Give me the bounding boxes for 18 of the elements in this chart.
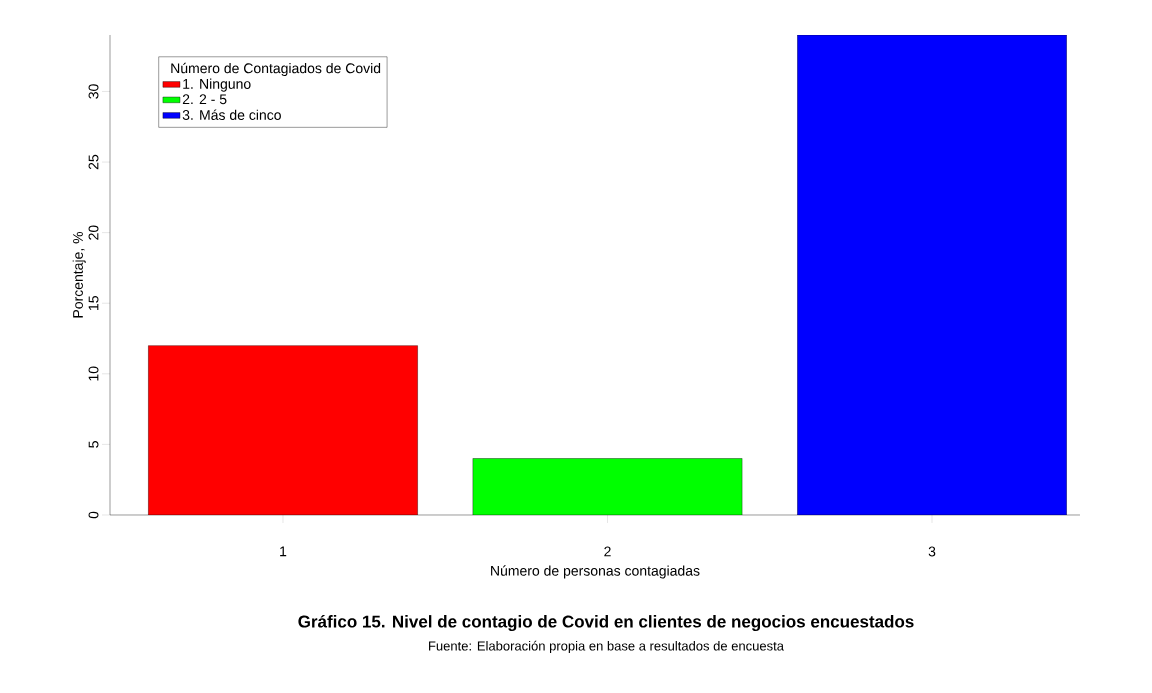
x-axis-title: Número de personas contagiadas [491,565,700,579]
source-note: Fuente: Elaboración propia en base a resultados de encuesta [429,640,784,654]
text: Gráfico 15. Nivel de contagio de Covid en clientes de negocios encuestados [298,614,914,632]
x-tick-label: 2 [604,546,611,557]
y-tick-label: 30 [88,84,99,99]
y-tick-label: 20 [88,225,99,240]
y-tick-label: 10 [88,366,99,381]
y-axis-title: Porcentaje, % [72,231,86,318]
legend-label: 3. Más de cinco [182,109,281,120]
y-tick-label: 25 [88,154,99,170]
legend-label: 2. 2 - 5 [182,94,227,105]
legend-label: 1. Ninguno [183,78,251,92]
x-tick-label: 3 [928,546,936,557]
x-tick-label: 1 [280,546,287,557]
y-tick-label: 15 [88,296,99,310]
legend-title: Número de Contagiados de Covid [171,62,381,76]
y-tick-label: 5 [88,441,99,448]
y-tick-label: 0 [88,511,99,519]
